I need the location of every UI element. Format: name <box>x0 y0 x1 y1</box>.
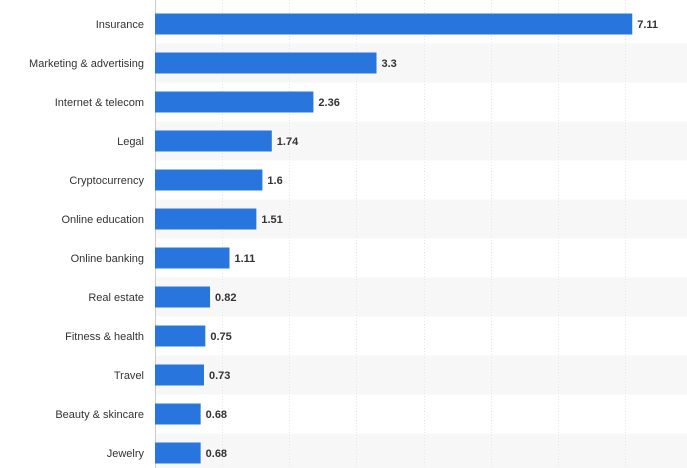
category-label: Travel <box>114 370 144 382</box>
bar <box>155 52 377 74</box>
value-label: 7.11 <box>637 19 658 31</box>
value-label: 2.36 <box>318 97 339 109</box>
bar <box>155 130 272 152</box>
plot-band <box>155 433 687 468</box>
category-label: Real estate <box>88 292 144 304</box>
value-label: 3.3 <box>382 58 397 70</box>
bar <box>155 286 211 308</box>
bar <box>155 13 633 35</box>
value-label: 1.74 <box>277 136 299 148</box>
category-label: Beauty & skincare <box>55 409 144 421</box>
bar <box>155 442 201 464</box>
value-label: 0.68 <box>206 448 227 460</box>
bar <box>155 169 263 191</box>
bar <box>155 247 230 269</box>
category-label: Insurance <box>96 19 144 31</box>
plot-band <box>155 277 687 317</box>
value-label: 1.6 <box>267 175 282 187</box>
value-label: 0.75 <box>210 331 231 343</box>
value-label: 1.11 <box>235 253 256 265</box>
value-label: 0.73 <box>209 370 230 382</box>
plot-band <box>155 355 687 395</box>
category-label: Cryptocurrency <box>69 175 144 187</box>
value-label: 0.82 <box>215 292 236 304</box>
bar <box>155 325 206 347</box>
bar <box>155 364 205 386</box>
category-label: Online education <box>61 214 144 226</box>
category-label: Jewelry <box>107 448 145 460</box>
bar <box>155 91 314 113</box>
category-label: Online banking <box>71 253 144 265</box>
bar <box>155 208 257 230</box>
category-label: Legal <box>117 136 144 148</box>
category-label: Marketing & advertising <box>29 58 144 70</box>
category-label: Fitness & health <box>65 331 144 343</box>
value-label: 1.51 <box>261 214 282 226</box>
category-label: Internet & telecom <box>55 97 144 109</box>
value-label: 0.68 <box>206 409 227 421</box>
bar <box>155 403 201 425</box>
